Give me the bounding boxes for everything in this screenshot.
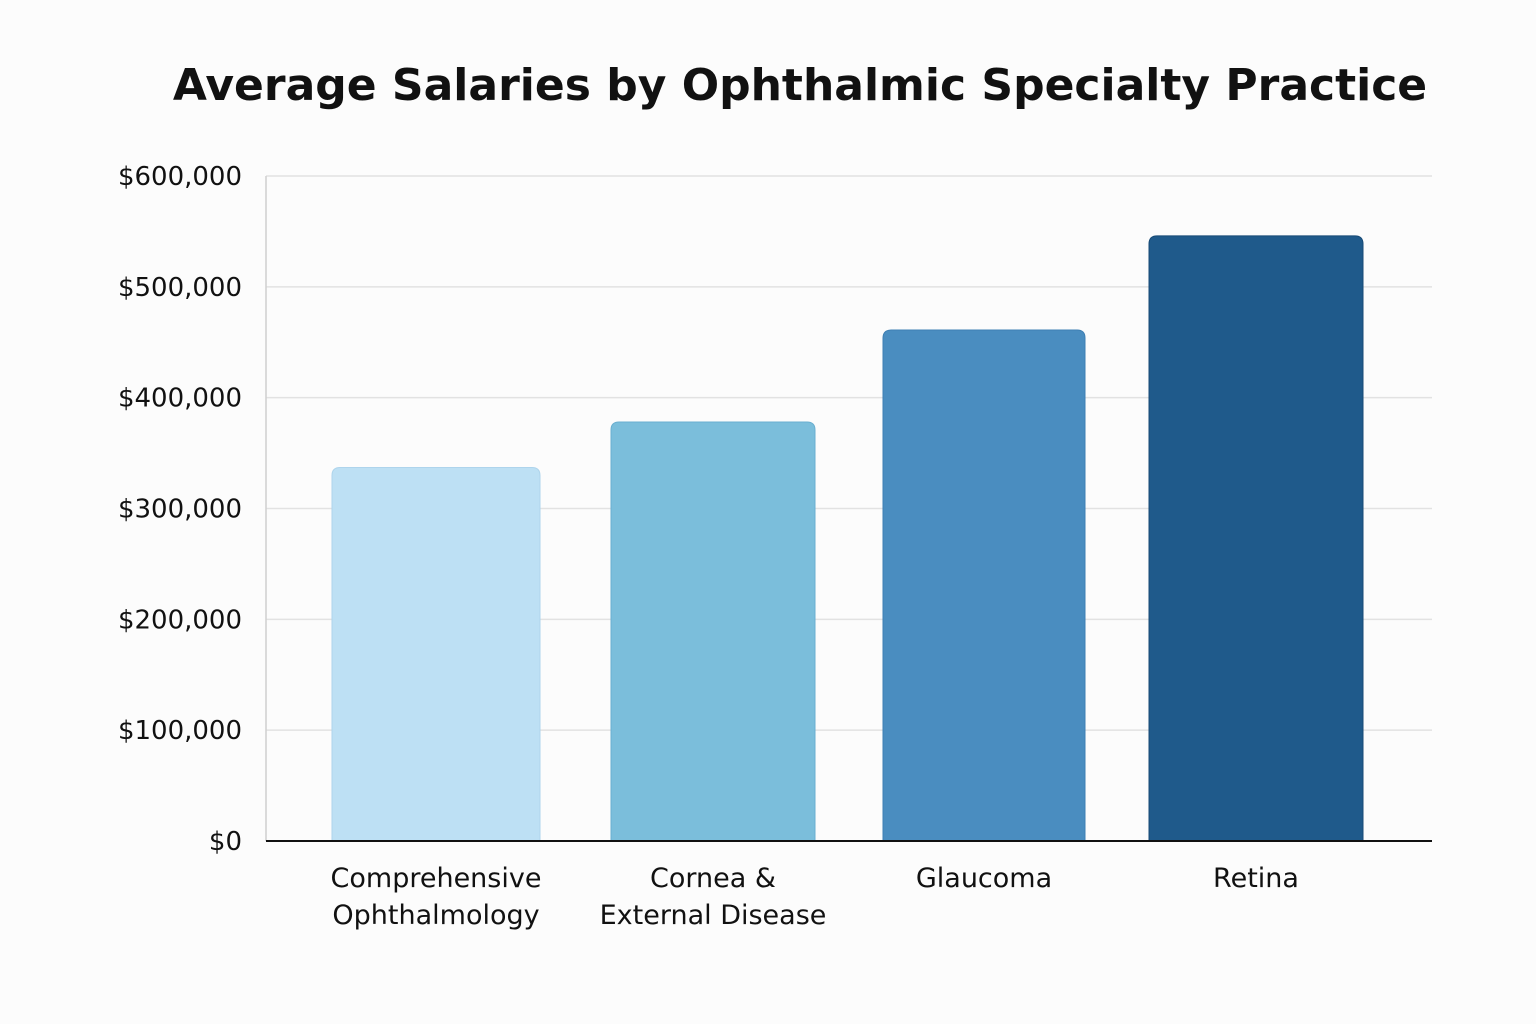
x-tick-label: Comprehensive Ophthalmology [331,863,542,931]
x-tick-label: Glaucoma [916,863,1052,894]
y-tick-label: $0 [209,827,242,857]
y-axis-tick-labels: $0 $100,000 $200,000 $300,000 $400,000 $500,0… [118,162,242,857]
y-tick-label: $200,000 [118,605,242,635]
y-tick-label: $500,000 [118,273,242,303]
bar [1148,235,1364,842]
x-tick-label-line: External Disease [600,900,827,931]
bar [331,466,541,842]
x-tick-label-line: Glaucoma [916,863,1052,894]
chart-title: Average Salaries by Ophthalmic Specialty… [173,60,1427,111]
x-tick-label: Retina [1213,863,1299,894]
y-tick-label: $300,000 [118,495,242,525]
bar [610,421,816,842]
x-tick-label-line: Cornea & [650,863,776,894]
y-tick-label: $600,000 [118,162,242,192]
bars [331,235,1364,842]
x-tick-label-line: Ophthalmology [332,900,539,931]
x-tick-label-line: Comprehensive [331,863,542,894]
x-tick-label: Cornea & External Disease [600,863,827,931]
y-tick-label: $400,000 [118,384,242,414]
x-tick-label-line: Retina [1213,863,1299,894]
x-axis-tick-labels: Comprehensive Ophthalmology Cornea & Extern… [331,863,1299,931]
bar [882,329,1086,842]
y-tick-label: $100,000 [118,716,242,746]
